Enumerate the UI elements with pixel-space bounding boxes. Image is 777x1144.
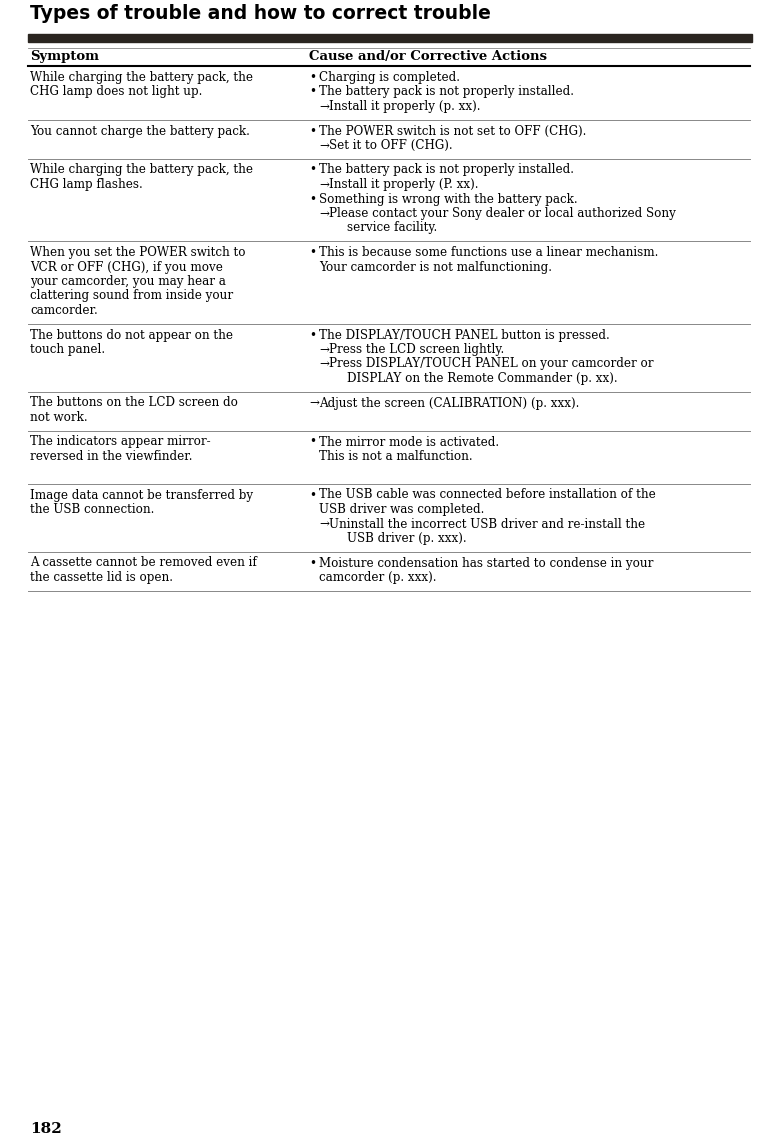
Text: Your camcorder is not malfunctioning.: Your camcorder is not malfunctioning. <box>319 261 552 273</box>
Text: The buttons on the LCD screen do: The buttons on the LCD screen do <box>30 397 238 410</box>
Text: Image data cannot be transferred by: Image data cannot be transferred by <box>30 488 253 501</box>
Text: the cassette lid is open.: the cassette lid is open. <box>30 571 173 583</box>
Text: •: • <box>309 328 316 342</box>
Text: USB driver was completed.: USB driver was completed. <box>319 503 484 516</box>
Text: the USB connection.: the USB connection. <box>30 503 155 516</box>
Text: The USB cable was connected before installation of the: The USB cable was connected before insta… <box>319 488 656 501</box>
Text: The indicators appear mirror-: The indicators appear mirror- <box>30 436 211 448</box>
Text: A cassette cannot be removed even if: A cassette cannot be removed even if <box>30 556 257 570</box>
Text: →: → <box>319 100 329 113</box>
Bar <box>28 34 752 42</box>
Text: Set it to OFF (CHG).: Set it to OFF (CHG). <box>329 140 453 152</box>
Text: →: → <box>319 207 329 220</box>
Text: camcorder (p. xxx).: camcorder (p. xxx). <box>319 571 437 583</box>
Text: →: → <box>319 517 329 531</box>
Text: Types of trouble and how to correct trouble: Types of trouble and how to correct trou… <box>30 3 491 23</box>
Text: The battery pack is not properly installed.: The battery pack is not properly install… <box>319 86 574 98</box>
Text: Press DISPLAY/TOUCH PANEL on your camcorder or: Press DISPLAY/TOUCH PANEL on your camcor… <box>329 357 653 371</box>
Text: →: → <box>319 140 329 152</box>
Text: not work.: not work. <box>30 411 88 424</box>
Text: While charging the battery pack, the: While charging the battery pack, the <box>30 164 253 176</box>
Text: •: • <box>309 246 316 259</box>
Text: DISPLAY on the Remote Commander (p. xx).: DISPLAY on the Remote Commander (p. xx). <box>347 372 618 386</box>
Text: USB driver (p. xxx).: USB driver (p. xxx). <box>347 532 467 545</box>
Text: •: • <box>309 71 316 84</box>
Text: The mirror mode is activated.: The mirror mode is activated. <box>319 436 499 448</box>
Text: Uninstall the incorrect USB driver and re-install the: Uninstall the incorrect USB driver and r… <box>329 517 645 531</box>
Text: →: → <box>319 178 329 191</box>
Text: reversed in the viewfinder.: reversed in the viewfinder. <box>30 450 193 463</box>
Text: When you set the POWER switch to: When you set the POWER switch to <box>30 246 246 259</box>
Text: •: • <box>309 164 316 176</box>
Text: your camcorder, you may hear a: your camcorder, you may hear a <box>30 275 226 288</box>
Text: service facility.: service facility. <box>347 222 437 235</box>
Text: You cannot charge the battery pack.: You cannot charge the battery pack. <box>30 125 250 137</box>
Text: CHG lamp does not light up.: CHG lamp does not light up. <box>30 86 202 98</box>
Text: Symptom: Symptom <box>30 50 99 63</box>
Text: Cause and/or Corrective Actions: Cause and/or Corrective Actions <box>309 50 547 63</box>
Text: The buttons do not appear on the: The buttons do not appear on the <box>30 328 233 342</box>
Text: •: • <box>309 488 316 501</box>
Text: camcorder.: camcorder. <box>30 304 98 317</box>
Text: •: • <box>309 86 316 98</box>
Text: The POWER switch is not set to OFF (CHG).: The POWER switch is not set to OFF (CHG)… <box>319 125 587 137</box>
Text: Install it properly (P. xx).: Install it properly (P. xx). <box>329 178 479 191</box>
Text: Moisture condensation has started to condense in your: Moisture condensation has started to con… <box>319 556 653 570</box>
Text: Something is wrong with the battery pack.: Something is wrong with the battery pack… <box>319 192 577 206</box>
Text: This is not a malfunction.: This is not a malfunction. <box>319 450 472 463</box>
Text: Please contact your Sony dealer or local authorized Sony: Please contact your Sony dealer or local… <box>329 207 676 220</box>
Text: →: → <box>309 397 319 410</box>
Text: While charging the battery pack, the: While charging the battery pack, the <box>30 71 253 84</box>
Text: The battery pack is not properly installed.: The battery pack is not properly install… <box>319 164 574 176</box>
Text: Install it properly (p. xx).: Install it properly (p. xx). <box>329 100 480 113</box>
Text: 182: 182 <box>30 1122 61 1136</box>
Text: •: • <box>309 436 316 448</box>
Text: CHG lamp flashes.: CHG lamp flashes. <box>30 178 143 191</box>
Text: •: • <box>309 192 316 206</box>
Text: VCR or OFF (CHG), if you move: VCR or OFF (CHG), if you move <box>30 261 223 273</box>
Text: •: • <box>309 556 316 570</box>
Text: Press the LCD screen lightly.: Press the LCD screen lightly. <box>329 343 504 356</box>
Text: •: • <box>309 125 316 137</box>
Text: Adjust the screen (CALIBRATION) (p. xxx).: Adjust the screen (CALIBRATION) (p. xxx)… <box>319 397 580 410</box>
Text: touch panel.: touch panel. <box>30 343 105 356</box>
Text: clattering sound from inside your: clattering sound from inside your <box>30 289 233 302</box>
Text: Charging is completed.: Charging is completed. <box>319 71 460 84</box>
Text: This is because some functions use a linear mechanism.: This is because some functions use a lin… <box>319 246 658 259</box>
Text: The DISPLAY/TOUCH PANEL button is pressed.: The DISPLAY/TOUCH PANEL button is presse… <box>319 328 610 342</box>
Text: →: → <box>319 357 329 371</box>
Text: →: → <box>319 343 329 356</box>
